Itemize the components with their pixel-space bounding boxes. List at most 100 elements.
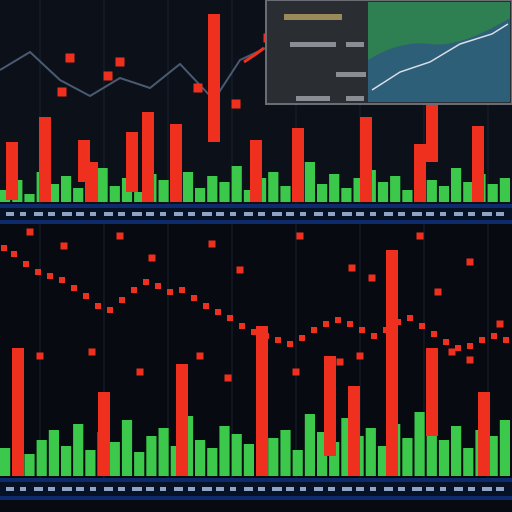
dot-point <box>107 307 113 313</box>
axis-tick-label <box>188 487 195 491</box>
axis-tick-label <box>230 212 236 216</box>
volume-bar <box>317 184 328 202</box>
volume-bar <box>377 446 389 476</box>
axis-tick-label <box>412 212 422 216</box>
axis-tick-label <box>104 487 113 491</box>
volume-bar <box>402 190 413 202</box>
volume-bar <box>304 162 315 202</box>
volume-bar <box>109 442 120 476</box>
candle-bar <box>386 250 398 476</box>
axis-tick-label <box>286 212 294 216</box>
axis-tick-label <box>188 212 195 216</box>
axis-tick-label <box>356 212 364 216</box>
volume-bar <box>426 180 437 202</box>
volume-bar <box>134 192 145 202</box>
candle-bar <box>426 348 438 436</box>
dot-point <box>71 285 77 291</box>
axis-tick-label <box>20 212 26 216</box>
axis-tick-label <box>132 212 142 216</box>
axis-tick-label <box>314 212 323 216</box>
volume-bar <box>61 446 72 476</box>
axis-tick-label <box>62 487 72 491</box>
axis-tick-label <box>244 212 253 216</box>
axis-tick-label <box>398 212 405 216</box>
top-price-line <box>0 39 301 102</box>
inset-map-line <box>371 23 509 91</box>
dot-point <box>143 279 149 285</box>
dot-point <box>215 309 221 315</box>
axis-tick-label <box>272 487 282 491</box>
dot-point <box>95 303 101 309</box>
axis-tick-label <box>90 487 96 491</box>
axis-tick-label <box>132 487 142 491</box>
candle-bar <box>12 348 24 476</box>
candle-bar <box>250 140 262 202</box>
axis-tick-label <box>342 212 352 216</box>
axis-tick-label <box>272 212 282 216</box>
volume-bar <box>85 450 96 476</box>
axis-tick-label <box>384 212 393 216</box>
volume-bar <box>97 168 108 202</box>
axis-tick-label <box>6 487 14 491</box>
inset-text-block <box>346 42 364 47</box>
axis-tick-label <box>300 487 306 491</box>
dot-point <box>59 277 65 283</box>
axis-tick-label <box>314 487 323 491</box>
volume-bar <box>341 418 352 476</box>
axis-tick-label <box>104 212 113 216</box>
volume-bar <box>451 168 462 202</box>
volume-bar <box>48 184 59 202</box>
volume-bar <box>377 182 389 202</box>
data-marker <box>466 356 474 364</box>
axis-tick-label <box>342 487 352 491</box>
data-marker <box>236 266 244 274</box>
axis-tick-label <box>76 212 84 216</box>
dot-point <box>491 333 497 339</box>
axis-tick-label <box>174 212 183 216</box>
mini-chart-inset <box>243 0 512 105</box>
dot-point <box>83 293 89 299</box>
data-marker <box>496 320 504 328</box>
bottom-red-bars <box>12 250 490 476</box>
data-marker <box>336 358 344 366</box>
dot-point <box>1 245 7 251</box>
axis-tick-label <box>48 487 55 491</box>
data-marker <box>60 242 68 250</box>
volume-bar <box>109 186 120 202</box>
volume-bar <box>268 438 279 476</box>
dot-point <box>47 273 53 279</box>
dot-point <box>371 333 377 339</box>
axis-tick-label <box>20 487 26 491</box>
candle-bar <box>86 162 98 202</box>
candle-bar <box>360 117 372 202</box>
axis-tick-label <box>76 487 84 491</box>
volume-bar <box>207 448 218 476</box>
candle-bar <box>6 142 18 200</box>
data-marker <box>448 348 456 356</box>
bottom-time-axis <box>0 478 512 500</box>
data-marker <box>231 99 241 109</box>
volume-bar <box>73 424 84 476</box>
dot-point <box>311 327 317 333</box>
data-marker <box>193 83 203 93</box>
dot-point <box>227 315 233 321</box>
axis-tick-label <box>398 487 405 491</box>
axis-tick-label <box>90 212 96 216</box>
bottom-scatter-markers <box>26 228 504 382</box>
volume-bar <box>280 186 291 202</box>
bottom-indicator-panel <box>0 224 512 478</box>
volume-bar <box>341 188 352 202</box>
axis-tick-label <box>258 487 265 491</box>
dot-point <box>131 287 137 293</box>
volume-bar <box>48 430 59 476</box>
data-marker <box>434 288 442 296</box>
axis-tick-label <box>468 212 475 216</box>
dot-point <box>119 297 125 303</box>
data-marker <box>196 352 204 360</box>
volume-bar <box>36 440 47 476</box>
axis-tick-label <box>370 212 376 216</box>
volume-bar <box>438 186 450 202</box>
inset-text-block <box>284 14 342 20</box>
dot-point <box>419 323 425 329</box>
